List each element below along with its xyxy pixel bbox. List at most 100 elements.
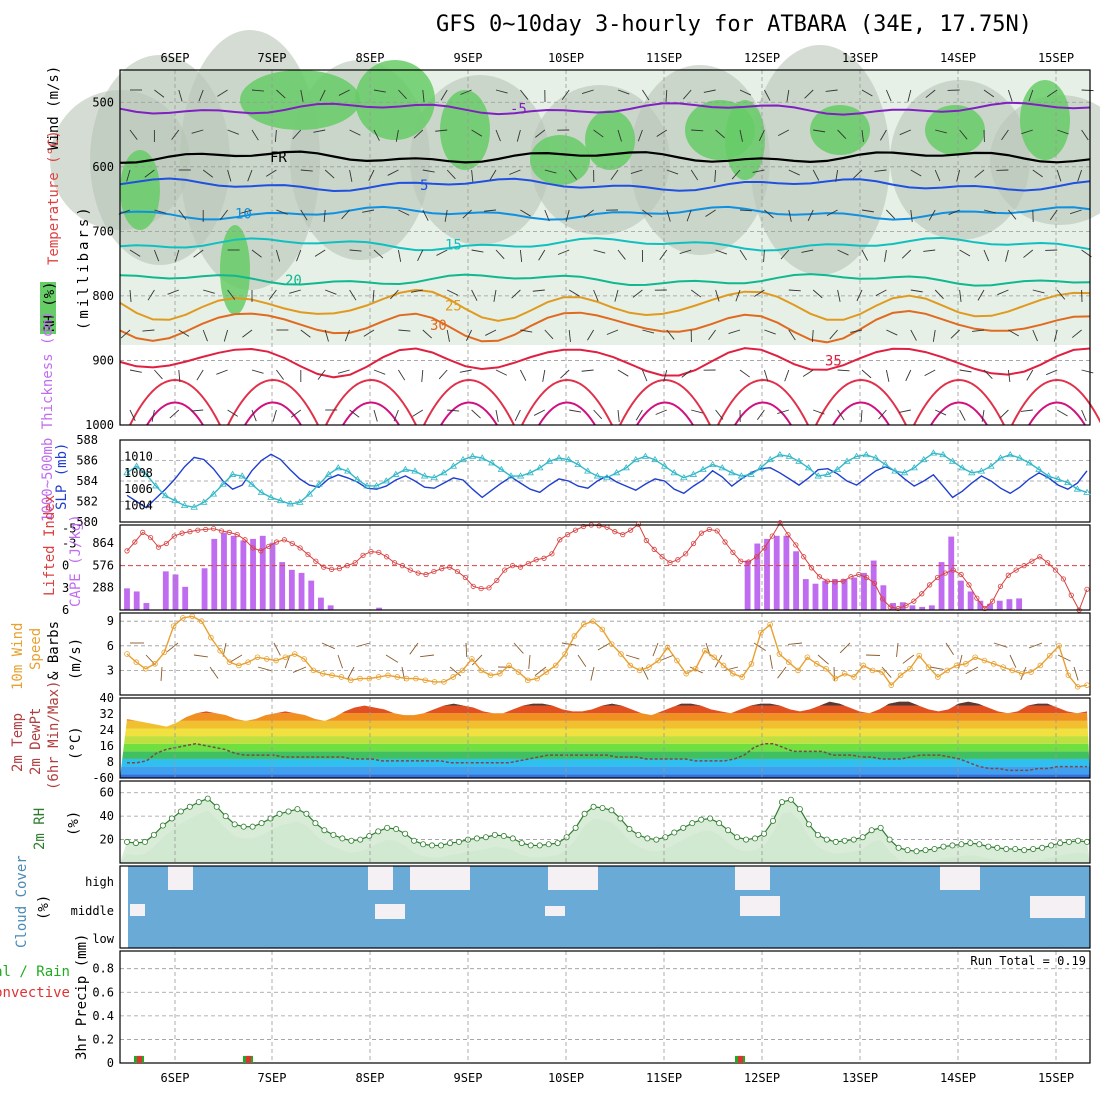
wind-barb bbox=[715, 249, 728, 255]
slp-point bbox=[929, 449, 938, 456]
wind-barb bbox=[533, 409, 546, 416]
wind-barb bbox=[275, 249, 281, 262]
wind-barb bbox=[884, 249, 887, 262]
isotherm-line bbox=[119, 347, 1091, 379]
li-point bbox=[596, 523, 602, 529]
slp-point bbox=[699, 465, 707, 472]
slp-point bbox=[257, 488, 266, 495]
wind-barb bbox=[569, 409, 582, 413]
wind-barb bbox=[1007, 369, 1011, 382]
wind-barb bbox=[932, 329, 936, 342]
li-point bbox=[722, 539, 728, 545]
rh2m-point bbox=[195, 799, 202, 806]
wind-barb bbox=[861, 129, 864, 142]
wind-barb bbox=[764, 209, 774, 219]
wind-barb bbox=[347, 666, 355, 680]
cloud-axis-title: Cloud Cover bbox=[14, 855, 30, 948]
li-point bbox=[517, 564, 524, 570]
li-point bbox=[690, 540, 697, 547]
slp-panel: 580 582 584 586 588 1004 1006 1008 1010 1000~500m… bbox=[40, 311, 1091, 529]
temp-bands bbox=[120, 701, 1090, 778]
wind-barb bbox=[273, 642, 281, 656]
li-point bbox=[974, 595, 980, 601]
wind-barb bbox=[813, 409, 825, 415]
wind-barb bbox=[373, 249, 384, 259]
wind-barb bbox=[1077, 169, 1083, 182]
rh2m-point bbox=[249, 823, 256, 830]
wind-speed-point bbox=[823, 665, 829, 672]
wind-barb bbox=[860, 409, 863, 423]
slp-point bbox=[190, 503, 198, 510]
li-point bbox=[486, 585, 492, 591]
wind-barb bbox=[617, 129, 622, 142]
wind-barb bbox=[154, 89, 165, 98]
wind-barb bbox=[202, 329, 208, 342]
dewpoint-line bbox=[127, 742, 1087, 772]
temp-band bbox=[120, 701, 1090, 706]
slp-point bbox=[1064, 478, 1072, 486]
rh2m-point bbox=[357, 836, 364, 843]
wind-barb bbox=[535, 129, 546, 138]
rh2m-point bbox=[500, 833, 507, 840]
rh2m-point bbox=[617, 815, 624, 822]
wind-barb bbox=[446, 329, 450, 342]
slp-point bbox=[132, 462, 141, 469]
wind-barb bbox=[663, 369, 668, 382]
temp-band bbox=[120, 774, 1090, 778]
slp-point bbox=[536, 464, 544, 471]
wind-barb bbox=[223, 329, 229, 342]
cape-bar bbox=[880, 585, 887, 610]
slp-point bbox=[411, 467, 419, 474]
upper-air-panel: -5 FR 5 10 15 20 25 30 35 500 600 700 800 900 1000 Wind… bbox=[40, 30, 1100, 432]
wind10m-frame bbox=[119, 612, 1091, 696]
li-point bbox=[706, 526, 712, 533]
cape-bar bbox=[376, 607, 383, 610]
rh2m-tick: 60 bbox=[100, 786, 114, 800]
li-point bbox=[376, 549, 382, 555]
wind-speed-point bbox=[124, 651, 130, 657]
isotherm-line bbox=[119, 309, 1091, 344]
wind-barb bbox=[220, 209, 228, 220]
cape-bar bbox=[124, 588, 130, 610]
rh2m-point bbox=[455, 838, 462, 845]
wind-barb bbox=[637, 129, 643, 142]
wind-speed-point bbox=[972, 654, 978, 661]
rh2m-point bbox=[518, 840, 525, 847]
wind-speed-point bbox=[683, 670, 690, 677]
slp-point bbox=[1016, 454, 1024, 461]
rh2m-point bbox=[1012, 845, 1019, 852]
cape-bar bbox=[996, 600, 1003, 610]
wind10m-axis-title: 10m Wind bbox=[10, 623, 26, 690]
precip-conv-bar bbox=[137, 1055, 142, 1063]
wind-barb bbox=[910, 289, 923, 293]
li-point bbox=[565, 532, 571, 538]
wind-barb bbox=[590, 666, 595, 681]
wind-barb bbox=[763, 249, 765, 263]
isotherm-arc bbox=[325, 379, 417, 426]
cloud-level-label: high bbox=[85, 875, 114, 889]
rh2m-point bbox=[222, 813, 229, 820]
wind-barb bbox=[147, 289, 155, 301]
slp-point bbox=[324, 470, 333, 477]
wind-barb bbox=[764, 89, 771, 101]
wind-barb bbox=[886, 209, 896, 219]
slp-point bbox=[804, 464, 813, 471]
wind-barb bbox=[561, 642, 576, 646]
temp2m-panel: -60 8 16 24 32 40 2m Temp 2m DewPt (6hr Min/Max)… bbox=[10, 680, 1091, 790]
wind-barb bbox=[495, 369, 507, 376]
wind-barb bbox=[593, 289, 599, 302]
cape-bar bbox=[1006, 599, 1013, 610]
wind-barb bbox=[300, 169, 313, 172]
wind-barb bbox=[777, 129, 790, 137]
rh2m-unit-title: (%) bbox=[66, 811, 82, 836]
li-point bbox=[698, 530, 705, 536]
wind-barb bbox=[788, 169, 800, 176]
date-label-bottom: 15SEP bbox=[1038, 1071, 1074, 1085]
wind-barb bbox=[758, 129, 765, 142]
wind-barb bbox=[610, 169, 619, 180]
rh2m-point bbox=[429, 842, 436, 849]
slp-point bbox=[449, 462, 458, 469]
wind-barb bbox=[319, 89, 326, 101]
wind-barb bbox=[410, 289, 423, 293]
slp-point bbox=[939, 450, 947, 458]
